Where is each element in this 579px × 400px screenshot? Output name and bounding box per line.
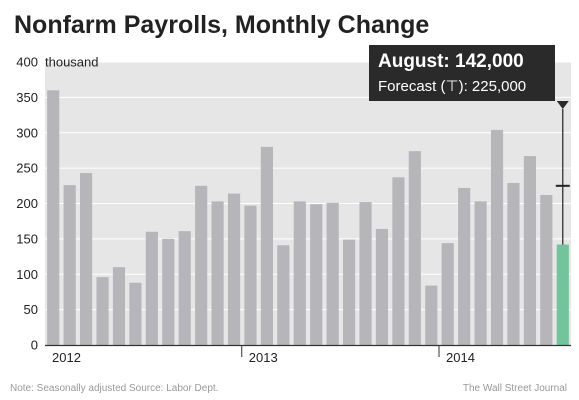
chart-title: Nonfarm Payrolls, Monthly Change — [14, 11, 429, 39]
bar — [523, 156, 536, 345]
bar — [80, 173, 93, 345]
publisher-credit: The Wall Street Journal — [463, 383, 567, 394]
bar — [359, 202, 372, 345]
y-tick-label: 250 — [16, 161, 38, 176]
y-tick-label: 150 — [16, 231, 38, 246]
bar — [195, 185, 208, 345]
bar — [441, 243, 454, 345]
bar — [310, 204, 323, 345]
bar — [490, 129, 504, 345]
bars — [47, 90, 570, 345]
y-tick-label: 100 — [16, 267, 38, 282]
bar — [260, 146, 273, 345]
bar — [96, 277, 109, 345]
bar — [408, 151, 421, 345]
bar — [211, 201, 224, 345]
y-unit-label: thousand — [45, 55, 99, 70]
y-tick-label: 350 — [16, 90, 38, 105]
tooltip-box — [369, 45, 555, 101]
y-tick-label: 50 — [24, 302, 38, 317]
bar — [63, 185, 76, 345]
bar — [458, 187, 471, 345]
year-label: 2014 — [446, 350, 475, 365]
tooltip-title: August: 142,000 — [378, 51, 524, 72]
bar — [244, 205, 257, 345]
bar — [162, 238, 175, 345]
source-note: Note: Seasonally adjusted Source: Labor … — [10, 383, 218, 394]
year-label: 2013 — [249, 350, 278, 365]
bar — [145, 231, 158, 345]
y-tick-label: 400 — [16, 55, 38, 70]
y-axis-ticks: 0 50 100 150 200 250 300 350 400 — [16, 55, 38, 353]
bar — [227, 193, 241, 345]
bar — [425, 285, 438, 345]
bar — [129, 282, 142, 345]
y-tick-label: 0 — [31, 338, 38, 353]
bar-highlighted — [556, 244, 569, 345]
y-tick-label: 300 — [16, 125, 38, 140]
tooltip-subtitle: Forecast (⊤): 225,000 — [378, 78, 526, 95]
tooltip: August: 142,000 Forecast (⊤): 225,000 — [369, 45, 569, 109]
year-label: 2012 — [52, 350, 81, 365]
bar — [392, 177, 405, 345]
bar — [343, 239, 356, 345]
bar — [507, 182, 520, 345]
x-axis: 2012 2013 2014 — [45, 344, 571, 365]
bar — [375, 228, 389, 345]
bar — [112, 267, 126, 345]
bar — [326, 202, 339, 345]
bar — [277, 245, 290, 345]
bar — [178, 231, 191, 345]
bar — [474, 201, 487, 345]
tooltip-pointer — [556, 101, 569, 109]
bar — [47, 90, 60, 345]
bar — [293, 201, 306, 345]
y-tick-label: 200 — [16, 196, 38, 211]
bar — [540, 195, 553, 345]
